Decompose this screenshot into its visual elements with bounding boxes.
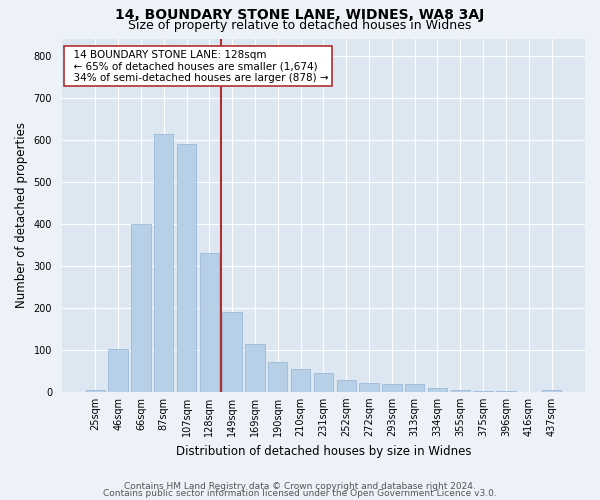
Bar xyxy=(382,384,401,392)
Bar xyxy=(337,380,356,392)
Text: Contains public sector information licensed under the Open Government Licence v3: Contains public sector information licen… xyxy=(103,489,497,498)
Bar xyxy=(405,384,424,392)
Bar xyxy=(428,388,447,392)
Bar xyxy=(109,348,128,392)
Bar xyxy=(451,390,470,392)
Bar xyxy=(496,391,515,392)
Bar xyxy=(200,253,219,392)
Bar xyxy=(131,224,151,392)
Bar xyxy=(223,312,242,392)
Bar xyxy=(268,362,287,392)
Bar xyxy=(291,368,310,392)
X-axis label: Distribution of detached houses by size in Widnes: Distribution of detached houses by size … xyxy=(176,444,471,458)
Text: Contains HM Land Registry data © Crown copyright and database right 2024.: Contains HM Land Registry data © Crown c… xyxy=(124,482,476,491)
Bar xyxy=(154,134,173,392)
Bar xyxy=(177,144,196,392)
Bar xyxy=(359,384,379,392)
Bar xyxy=(245,344,265,392)
Bar xyxy=(314,373,333,392)
Text: 14, BOUNDARY STONE LANE, WIDNES, WA8 3AJ: 14, BOUNDARY STONE LANE, WIDNES, WA8 3AJ xyxy=(115,8,485,22)
Text: 14 BOUNDARY STONE LANE: 128sqm
  ← 65% of detached houses are smaller (1,674)
  : 14 BOUNDARY STONE LANE: 128sqm ← 65% of … xyxy=(67,50,329,83)
Bar xyxy=(542,390,561,392)
Bar xyxy=(473,391,493,392)
Text: Size of property relative to detached houses in Widnes: Size of property relative to detached ho… xyxy=(128,19,472,32)
Bar xyxy=(86,390,105,392)
Y-axis label: Number of detached properties: Number of detached properties xyxy=(15,122,28,308)
